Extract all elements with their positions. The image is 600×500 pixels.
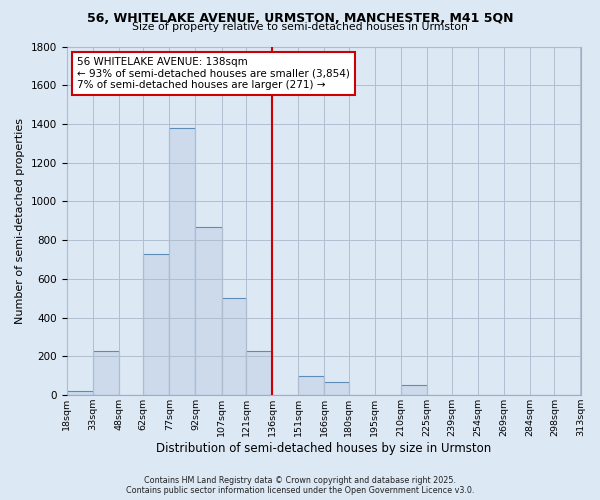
Text: 56, WHITELAKE AVENUE, URMSTON, MANCHESTER, M41 5QN: 56, WHITELAKE AVENUE, URMSTON, MANCHESTE…	[87, 12, 513, 26]
Bar	[92, 350, 119, 395]
Text: 56 WHITELAKE AVENUE: 138sqm
← 93% of semi-detached houses are smaller (3,854)
7%: 56 WHITELAKE AVENUE: 138sqm ← 93% of sem…	[77, 57, 350, 90]
Y-axis label: Number of semi-detached properties: Number of semi-detached properties	[15, 118, 25, 324]
Bar	[246, 350, 272, 395]
Bar	[221, 298, 246, 395]
Bar	[325, 382, 349, 395]
Text: Size of property relative to semi-detached houses in Urmston: Size of property relative to semi-detach…	[132, 22, 468, 32]
X-axis label: Distribution of semi-detached houses by size in Urmston: Distribution of semi-detached houses by …	[156, 442, 491, 455]
Bar	[196, 226, 221, 395]
Bar	[143, 254, 169, 395]
Bar	[67, 392, 92, 395]
Bar	[298, 376, 325, 395]
Text: Contains HM Land Registry data © Crown copyright and database right 2025.
Contai: Contains HM Land Registry data © Crown c…	[126, 476, 474, 495]
Bar	[401, 386, 427, 395]
Bar	[169, 128, 196, 395]
